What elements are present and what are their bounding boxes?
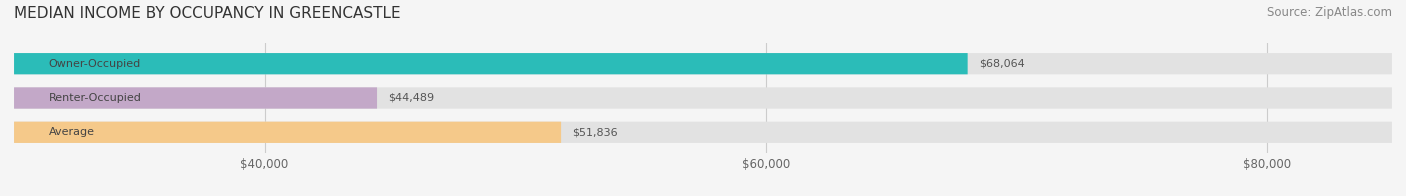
Text: Average: Average: [49, 127, 94, 137]
FancyBboxPatch shape: [14, 122, 561, 143]
FancyBboxPatch shape: [14, 122, 1392, 143]
FancyBboxPatch shape: [14, 53, 967, 74]
FancyBboxPatch shape: [14, 87, 377, 109]
FancyBboxPatch shape: [14, 53, 1392, 74]
Text: Owner-Occupied: Owner-Occupied: [49, 59, 141, 69]
Text: $68,064: $68,064: [979, 59, 1025, 69]
FancyBboxPatch shape: [14, 87, 1392, 109]
Text: Renter-Occupied: Renter-Occupied: [49, 93, 142, 103]
Text: MEDIAN INCOME BY OCCUPANCY IN GREENCASTLE: MEDIAN INCOME BY OCCUPANCY IN GREENCASTL…: [14, 6, 401, 21]
Text: Source: ZipAtlas.com: Source: ZipAtlas.com: [1267, 6, 1392, 19]
Text: $44,489: $44,489: [388, 93, 434, 103]
Text: $51,836: $51,836: [572, 127, 617, 137]
